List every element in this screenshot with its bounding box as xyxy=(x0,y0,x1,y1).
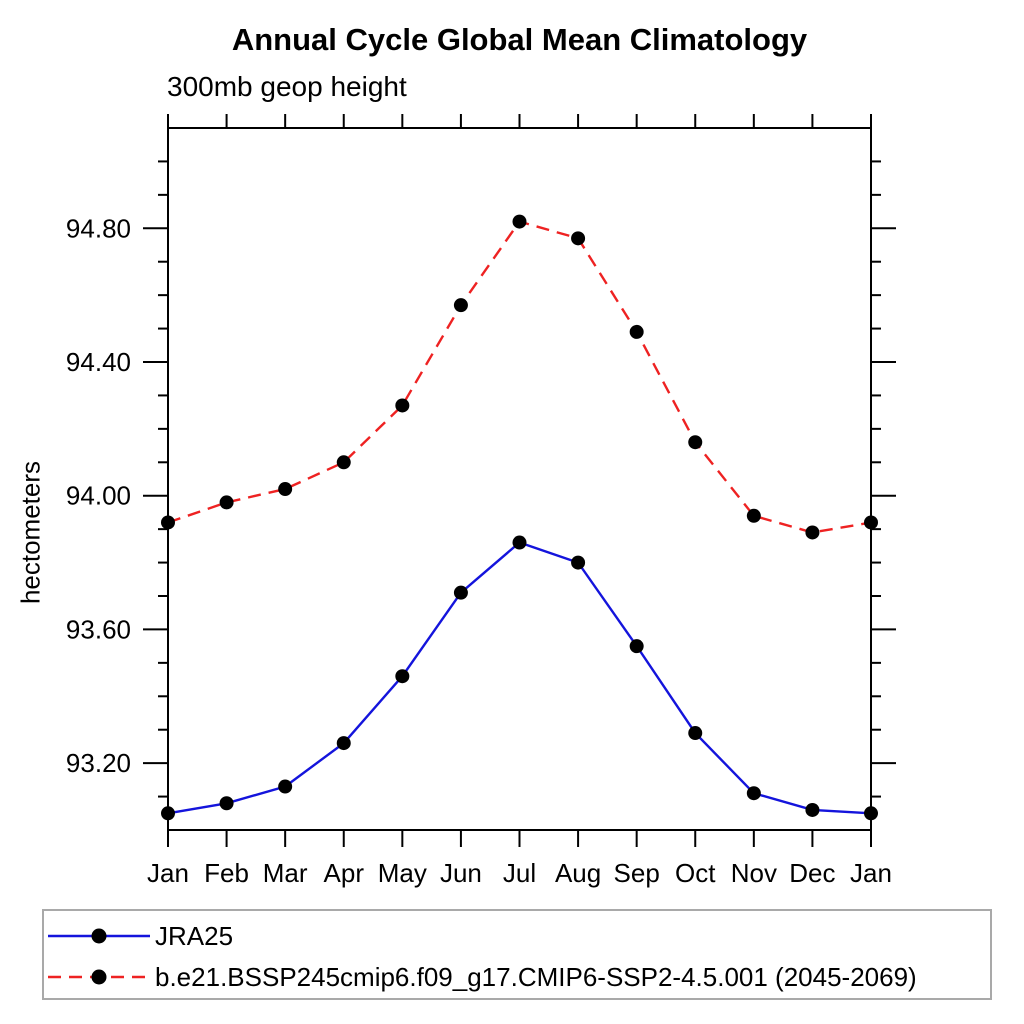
data-point-marker-0 xyxy=(629,639,644,654)
legend-marker-dot xyxy=(91,928,107,944)
legend-label: b.e21.BSSP245cmip6.f09_g17.CMIP6-SSP2-4.… xyxy=(155,961,917,992)
y-tick-label: 94.40 xyxy=(66,347,131,377)
plot-frame xyxy=(167,127,872,831)
legend-box: JRA25 b.e21.BSSP245cmip6.f09_g17.CMIP6-S… xyxy=(42,909,992,1000)
data-point-marker-1 xyxy=(278,482,293,497)
legend-item-jra25: JRA25 xyxy=(46,917,233,955)
x-tick-label: Dec xyxy=(789,858,835,888)
y-tick-label: 93.60 xyxy=(66,614,131,644)
legend-sample-solid-line xyxy=(48,928,150,944)
y-tick-label: 93.20 xyxy=(66,748,131,778)
data-point-marker-0 xyxy=(746,786,761,801)
data-point-marker-0 xyxy=(395,669,410,684)
data-point-marker-1 xyxy=(571,231,586,246)
data-point-marker-0 xyxy=(453,585,468,600)
legend-label: JRA25 xyxy=(155,920,234,951)
legend-sample-dashed-line xyxy=(48,969,150,985)
x-tick-label: Jun xyxy=(440,858,482,888)
data-point-marker-0 xyxy=(336,736,351,751)
series-line-1 xyxy=(167,220,872,534)
chart-subtitle: 300mb geop height xyxy=(167,71,407,102)
data-point-marker-1 xyxy=(219,495,234,510)
x-tick-label: Jul xyxy=(503,858,536,888)
data-point-marker-0 xyxy=(278,779,293,794)
x-tick-label: Jan xyxy=(850,858,892,888)
data-point-marker-0 xyxy=(864,806,878,821)
data-point-marker-1 xyxy=(336,455,351,470)
chart-title: Annual Cycle Global Mean Climatology xyxy=(231,22,808,57)
x-tick-label: Sep xyxy=(614,858,660,888)
x-tick-label: Nov xyxy=(731,858,777,888)
legend-marker-dot xyxy=(91,969,107,985)
data-point-marker-1 xyxy=(161,515,175,530)
data-point-marker-1 xyxy=(512,214,527,229)
y-tick-label: 94.00 xyxy=(66,481,131,511)
data-point-marker-0 xyxy=(219,796,234,811)
data-point-marker-0 xyxy=(688,726,703,741)
data-point-marker-1 xyxy=(629,324,644,339)
x-tick-label: Mar xyxy=(263,858,308,888)
data-point-marker-0 xyxy=(512,535,527,550)
legend-item-model: b.e21.BSSP245cmip6.f09_g17.CMIP6-SSP2-4.… xyxy=(46,958,917,996)
y-tick-label: 94.80 xyxy=(66,213,131,243)
x-tick-label: Feb xyxy=(204,858,249,888)
data-point-marker-0 xyxy=(161,806,175,821)
x-tick-label: Apr xyxy=(324,858,365,888)
data-point-marker-1 xyxy=(864,515,878,530)
x-tick-label: Jan xyxy=(147,858,189,888)
x-tick-label: Aug xyxy=(555,858,601,888)
data-point-marker-0 xyxy=(571,555,586,570)
data-point-marker-1 xyxy=(688,435,703,450)
data-point-marker-1 xyxy=(395,398,410,413)
data-point-marker-1 xyxy=(746,508,761,523)
data-point-marker-0 xyxy=(805,802,820,817)
x-tick-label: May xyxy=(378,858,427,888)
data-point-marker-1 xyxy=(453,298,468,313)
x-tick-label: Oct xyxy=(675,858,716,888)
series-line-0 xyxy=(167,541,872,815)
data-point-marker-1 xyxy=(805,525,820,540)
